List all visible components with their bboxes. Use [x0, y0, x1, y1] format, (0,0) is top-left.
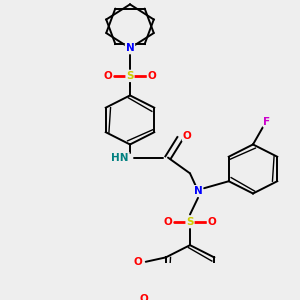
Text: S: S: [126, 71, 134, 81]
Text: O: O: [148, 71, 156, 81]
Text: O: O: [103, 71, 112, 81]
Text: O: O: [183, 131, 191, 141]
Text: N: N: [194, 186, 202, 196]
Text: O: O: [208, 217, 216, 226]
Text: O: O: [134, 257, 142, 267]
Text: O: O: [140, 294, 148, 300]
Text: N: N: [126, 43, 134, 53]
Text: HN: HN: [111, 153, 129, 163]
Text: F: F: [263, 117, 271, 127]
Text: O: O: [164, 217, 172, 226]
Text: S: S: [186, 217, 194, 226]
